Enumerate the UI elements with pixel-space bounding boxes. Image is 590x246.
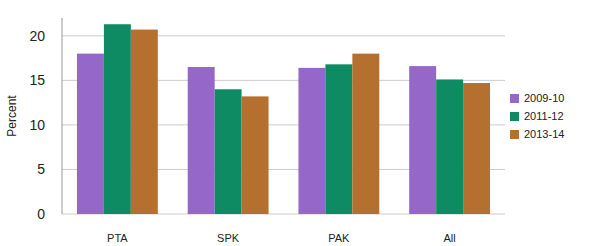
bar [409, 66, 436, 214]
x-tick-label: All [444, 232, 456, 244]
y-axis-line [62, 18, 63, 214]
y-tick-label: 0 [37, 206, 45, 222]
bar [104, 24, 131, 214]
bar [242, 96, 269, 214]
bar [352, 54, 379, 214]
legend-label: 2013-14 [524, 128, 564, 140]
chart: 0 5 10 15 20 Percent PTA SPK PAK All 2009-10 2011-1… [0, 0, 590, 246]
y-tick-label: 5 [37, 161, 45, 177]
bar [325, 64, 352, 214]
bar [215, 89, 242, 214]
legend-swatch [510, 94, 519, 103]
y-axis-label: Percent [5, 95, 19, 137]
x-tick-label: PTA [107, 232, 128, 244]
bar [298, 68, 325, 214]
bar [131, 30, 158, 214]
x-tick-label: SPK [217, 232, 240, 244]
bar [436, 79, 463, 214]
bar [463, 83, 490, 214]
bar [77, 54, 104, 214]
legend-swatch [510, 112, 519, 121]
legend-label: 2011-12 [524, 110, 564, 122]
y-tick-label: 10 [29, 117, 45, 133]
legend-swatch [510, 130, 519, 139]
x-tick-label: PAK [328, 232, 350, 244]
bar [188, 67, 215, 214]
legend-label: 2009-10 [524, 92, 564, 104]
y-tick-label: 15 [29, 72, 45, 88]
y-tick-label: 20 [29, 28, 45, 44]
